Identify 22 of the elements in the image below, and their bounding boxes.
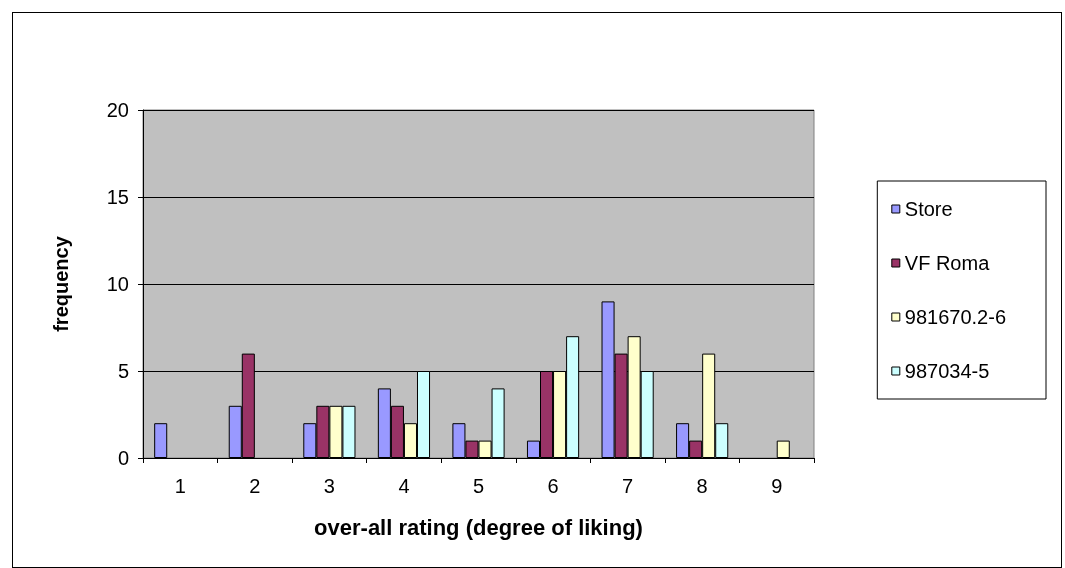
x-axis-title: over-all rating (degree of liking) — [314, 514, 643, 540]
y-tick-label: 0 — [117, 447, 129, 469]
x-tick-label: 5 — [472, 475, 485, 497]
x-tick-label: 7 — [622, 475, 634, 497]
y-tick-label: 10 — [106, 273, 129, 295]
y-tick-label: 15 — [106, 186, 129, 208]
x-tick-label: 9 — [771, 475, 783, 497]
x-tick-label: 8 — [696, 475, 708, 497]
x-tick-label: 1 — [174, 475, 186, 497]
bar — [776, 440, 790, 458]
legend-label: 987034-5 — [904, 360, 990, 382]
y-tick-label: 5 — [117, 360, 129, 382]
x-tick-label: 4 — [398, 475, 410, 497]
x-tick-label: 2 — [249, 475, 261, 497]
legend-label: 981670.2-6 — [904, 306, 1006, 328]
legend-label: VF Roma — [904, 252, 991, 274]
x-tick-label: 6 — [547, 475, 559, 497]
legend-label: Store — [904, 198, 953, 220]
y-tick-label: 20 — [106, 99, 129, 121]
x-tick-label: 3 — [323, 475, 335, 497]
y-axis-title: frequency — [50, 235, 72, 332]
bar — [154, 423, 168, 458]
